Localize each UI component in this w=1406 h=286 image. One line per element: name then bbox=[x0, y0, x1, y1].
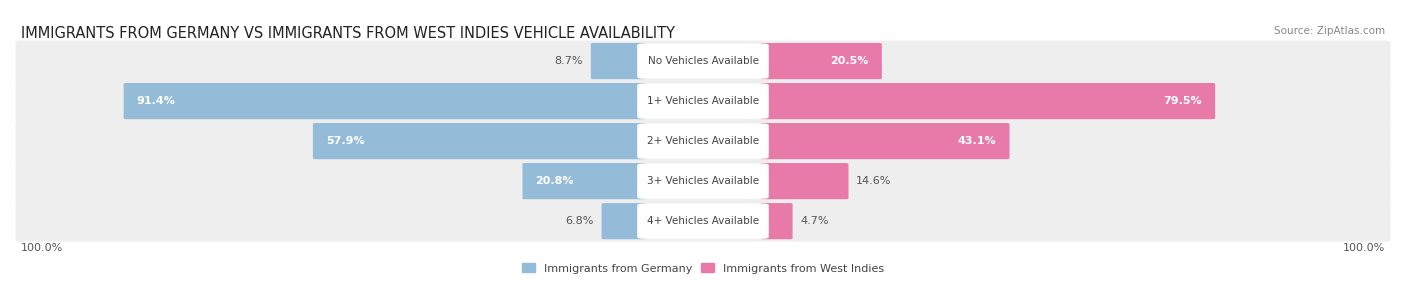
Text: IMMIGRANTS FROM GERMANY VS IMMIGRANTS FROM WEST INDIES VEHICLE AVAILABILITY: IMMIGRANTS FROM GERMANY VS IMMIGRANTS FR… bbox=[21, 27, 675, 41]
FancyBboxPatch shape bbox=[761, 203, 793, 239]
FancyBboxPatch shape bbox=[15, 201, 1391, 242]
Text: 2+ Vehicles Available: 2+ Vehicles Available bbox=[647, 136, 759, 146]
FancyBboxPatch shape bbox=[15, 81, 1391, 122]
FancyBboxPatch shape bbox=[637, 124, 769, 159]
FancyBboxPatch shape bbox=[15, 41, 1391, 82]
FancyBboxPatch shape bbox=[637, 43, 769, 79]
Text: 3+ Vehicles Available: 3+ Vehicles Available bbox=[647, 176, 759, 186]
Text: 4.7%: 4.7% bbox=[800, 216, 828, 226]
FancyBboxPatch shape bbox=[637, 164, 769, 199]
FancyBboxPatch shape bbox=[15, 161, 1391, 202]
Text: 43.1%: 43.1% bbox=[957, 136, 997, 146]
Text: 8.7%: 8.7% bbox=[555, 56, 583, 66]
FancyBboxPatch shape bbox=[523, 163, 645, 199]
Text: 79.5%: 79.5% bbox=[1163, 96, 1202, 106]
FancyBboxPatch shape bbox=[637, 84, 769, 119]
FancyBboxPatch shape bbox=[761, 83, 1215, 119]
Text: 100.0%: 100.0% bbox=[1343, 243, 1385, 253]
Text: No Vehicles Available: No Vehicles Available bbox=[648, 56, 758, 66]
Legend: Immigrants from Germany, Immigrants from West Indies: Immigrants from Germany, Immigrants from… bbox=[522, 263, 884, 274]
Text: 14.6%: 14.6% bbox=[856, 176, 891, 186]
Text: 91.4%: 91.4% bbox=[136, 96, 176, 106]
FancyBboxPatch shape bbox=[761, 123, 1010, 159]
Text: 20.5%: 20.5% bbox=[831, 56, 869, 66]
Text: 100.0%: 100.0% bbox=[21, 243, 63, 253]
Text: 20.8%: 20.8% bbox=[536, 176, 574, 186]
Text: 57.9%: 57.9% bbox=[326, 136, 364, 146]
Text: 6.8%: 6.8% bbox=[565, 216, 593, 226]
FancyBboxPatch shape bbox=[761, 43, 882, 79]
Text: 1+ Vehicles Available: 1+ Vehicles Available bbox=[647, 96, 759, 106]
FancyBboxPatch shape bbox=[761, 163, 848, 199]
FancyBboxPatch shape bbox=[591, 43, 645, 79]
FancyBboxPatch shape bbox=[124, 83, 645, 119]
FancyBboxPatch shape bbox=[637, 204, 769, 239]
FancyBboxPatch shape bbox=[602, 203, 645, 239]
FancyBboxPatch shape bbox=[15, 121, 1391, 162]
Text: Source: ZipAtlas.com: Source: ZipAtlas.com bbox=[1274, 27, 1385, 37]
Text: 4+ Vehicles Available: 4+ Vehicles Available bbox=[647, 216, 759, 226]
FancyBboxPatch shape bbox=[314, 123, 645, 159]
